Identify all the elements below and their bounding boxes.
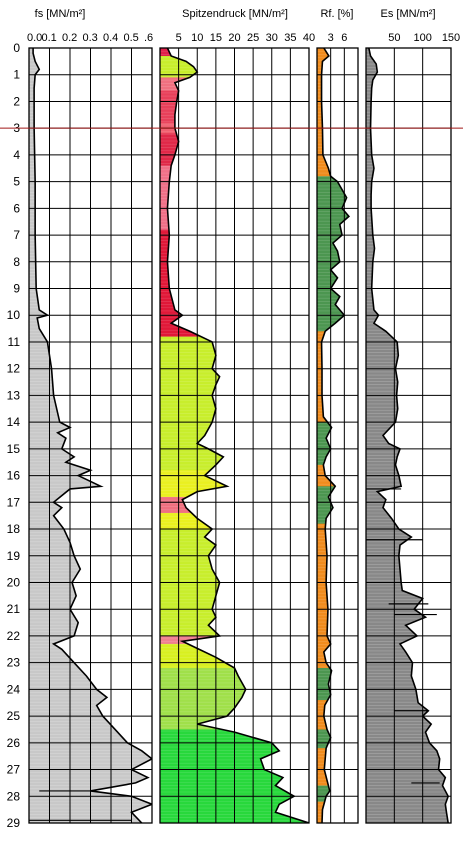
x-tick-label-fs-1: 0.1	[42, 32, 57, 44]
frame-es	[365, 47, 452, 824]
fill-band-rf-10	[317, 748, 349, 787]
depth-tick-28: 28	[7, 789, 21, 803]
depth-tick-1: 1	[13, 68, 20, 82]
depth-tick-0: 0	[13, 41, 20, 55]
panel-title-es: Es [MN/m²]	[381, 8, 436, 20]
profile-line-qc	[166, 48, 309, 823]
depth-tick-5: 5	[13, 175, 20, 189]
x-tick-label-rf-0: 3	[328, 32, 334, 44]
panel-title-rf: Rf. [%]	[320, 8, 353, 20]
x-tick-label-qc-6: 35	[284, 32, 296, 44]
x-tick-label-rf-1: 6	[341, 32, 347, 44]
depth-tick-26: 26	[7, 736, 21, 750]
depth-tick-20: 20	[7, 575, 21, 589]
depth-tick-29: 29	[7, 816, 21, 830]
x-tick-label-qc-1: 10	[191, 32, 203, 44]
panel-title-fs: fs [MN/m²]	[35, 8, 86, 20]
depth-tick-22: 22	[7, 629, 21, 643]
panel-qc	[159, 47, 310, 824]
panel-x-tick-labels: 0.0 0.1 0.2 0.3 0.4 0.5 .6 5 10 15 20 25 30 35 40 3 6 50 1…	[27, 32, 460, 44]
x-tick-label-es-1: 100	[413, 32, 431, 44]
x-tick-label-es-0: 50	[388, 32, 400, 44]
panels	[28, 47, 452, 824]
depth-tick-8: 8	[13, 255, 20, 269]
depth-tick-9: 9	[13, 282, 20, 296]
area-fs	[29, 48, 152, 823]
profile-line-fs	[32, 48, 152, 823]
panel-fs	[28, 47, 153, 824]
depth-tick-11: 11	[8, 335, 21, 349]
profile-line-es	[368, 48, 450, 823]
depth-tick-17: 17	[7, 495, 21, 509]
depth-tick-12: 12	[7, 362, 21, 376]
depth-tick-10: 10	[7, 308, 21, 322]
x-tick-label-qc-7: 40	[303, 32, 315, 44]
profile-line-rf	[320, 48, 351, 823]
x-tick-label-qc-0: 5	[176, 32, 182, 44]
depth-tick-23: 23	[7, 656, 21, 670]
depth-tick-7: 7	[13, 228, 20, 242]
x-tick-label-fs-0: 0.0	[27, 32, 42, 44]
x-tick-label-fs-4: 0.4	[103, 32, 118, 44]
depth-tick-2: 2	[13, 94, 20, 108]
fill-band-rf-9	[317, 729, 349, 749]
x-tick-label-fs-3: 0.3	[83, 32, 98, 44]
x-tick-label-es-2: 150	[442, 32, 460, 44]
panel-title-qc: Spitzendruck [MN/m²]	[182, 8, 288, 20]
depth-tick-18: 18	[7, 522, 21, 536]
fill-band-rf-5	[317, 486, 349, 525]
depth-tick-25: 25	[7, 709, 21, 723]
frame-qc	[159, 47, 310, 824]
depth-tick-15: 15	[7, 442, 21, 456]
depth-tick-27: 27	[7, 763, 21, 777]
area-es	[366, 48, 449, 823]
x-tick-label-qc-3: 20	[228, 32, 240, 44]
fill-bands-rf	[317, 48, 349, 823]
depth-tick-14: 14	[7, 415, 21, 429]
x-tick-label-qc-2: 15	[210, 32, 222, 44]
depth-tick-16: 16	[7, 469, 21, 483]
panel-rf	[316, 47, 359, 824]
depth-tick-19: 19	[7, 549, 21, 563]
fill-band-rf-11	[317, 785, 349, 803]
fill-band-rf-3	[317, 422, 349, 466]
x-tick-label-qc-5: 30	[266, 32, 278, 44]
depth-tick-13: 13	[7, 388, 21, 402]
x-tick-label-fs-6: .6	[144, 32, 153, 44]
x-tick-label-qc-4: 25	[247, 32, 259, 44]
depth-tick-4: 4	[13, 148, 20, 162]
depth-tick-6: 6	[13, 201, 20, 215]
depth-tick-24: 24	[7, 682, 21, 696]
frame-rf	[316, 47, 359, 824]
depth-tick-labels: 0123456789101112131415161718192021222324…	[7, 41, 21, 830]
frame-fs	[28, 47, 153, 824]
x-tick-label-fs-2: 0.2	[62, 32, 77, 44]
depth-tick-21: 21	[7, 602, 21, 616]
x-tick-label-fs-5: 0.5	[124, 32, 139, 44]
panel-es	[365, 47, 452, 824]
panel-titles: fs [MN/m²] Spitzendruck [MN/m²] Rf. [%] Es …	[35, 8, 436, 20]
